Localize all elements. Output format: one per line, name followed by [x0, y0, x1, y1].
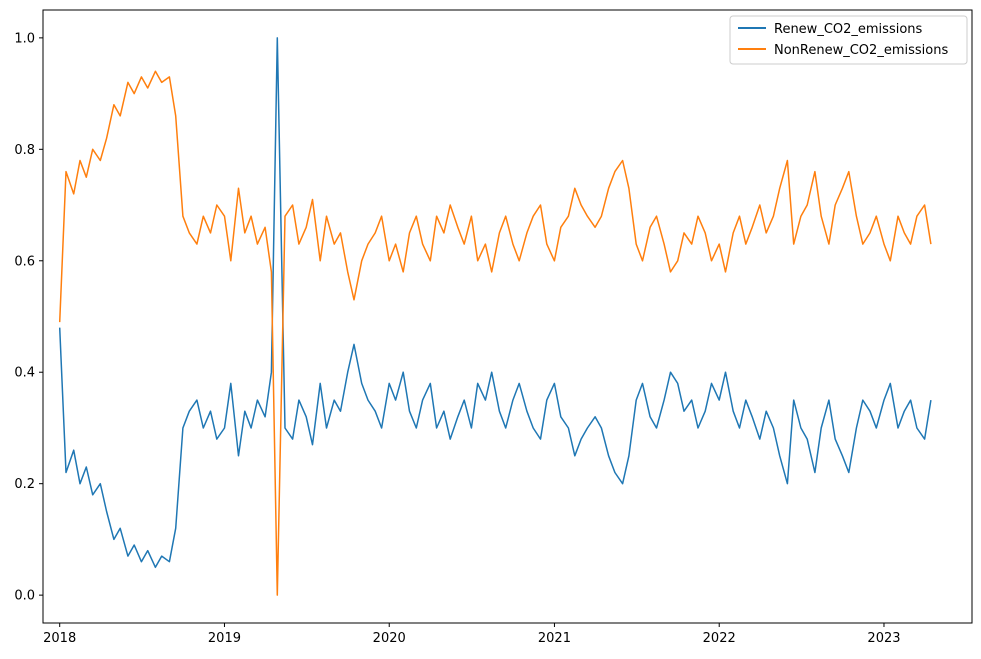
y-tick-label-0-6: 0.6 [14, 254, 35, 269]
y-tick-label-0-4: 0.4 [14, 366, 35, 381]
y-tick-label-0-8: 0.8 [14, 143, 35, 158]
x-tick-label-2020: 2020 [373, 631, 406, 646]
series-line-nonrenew-co2-emissions [58, 70, 932, 596]
series-line-renew-co2-emissions [58, 37, 932, 569]
x-axis: 2018 2019 2020 2021 2022 2023 [43, 623, 901, 646]
legend: Renew_CO2_emissions NonRenew_CO2_emissio… [729, 15, 968, 65]
y-tick-label-0-2: 0.2 [14, 477, 35, 492]
legend-label-renew: Renew_CO2_emissions [774, 22, 923, 37]
x-tick-label-2018: 2018 [43, 631, 76, 646]
series-layer [58, 37, 932, 596]
plot-area [42, 9, 973, 624]
y-tick-label-0-0: 0.0 [14, 589, 35, 604]
y-tick-label-1-0: 1.0 [14, 31, 35, 46]
x-tick-label-2019: 2019 [208, 631, 241, 646]
axes-frame [42, 9, 973, 624]
x-tick-label-2023: 2023 [867, 631, 900, 646]
x-tick-label-2022: 2022 [703, 631, 736, 646]
x-tick-label-2021: 2021 [538, 631, 571, 646]
legend-label-nonrenew: NonRenew_CO2_emissions [774, 43, 948, 58]
y-axis: 0.0 0.2 0.4 0.6 0.8 1.0 [14, 31, 43, 604]
legend-box [729, 15, 968, 65]
